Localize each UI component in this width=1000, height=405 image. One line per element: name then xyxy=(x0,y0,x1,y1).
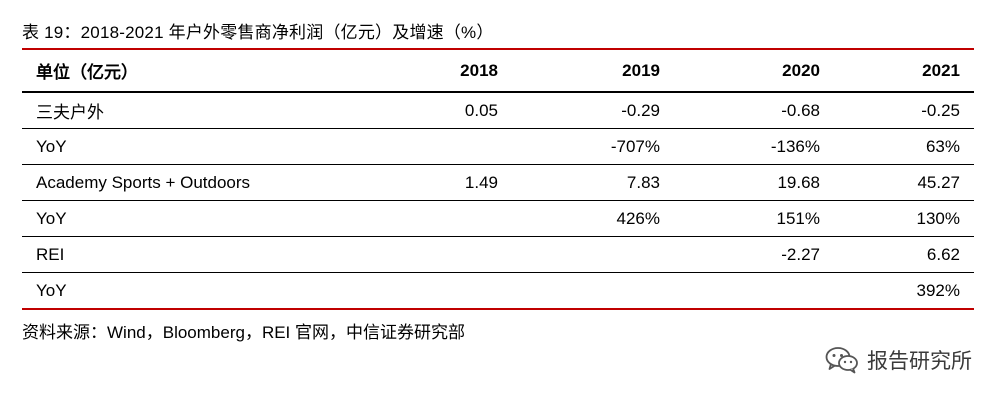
cell-2018 xyxy=(392,201,512,237)
cell-2019: -0.29 xyxy=(621,100,660,120)
cell-2021: -0.25 xyxy=(921,100,960,120)
cell-2021: 130% xyxy=(916,208,960,228)
bottom-red-rule xyxy=(22,308,974,310)
table-caption: 表 19：2018-2021 年户外零售商净利润（亿元）及增速（%） xyxy=(22,23,494,42)
source-note: 资料来源：Wind，Bloomberg，REI 官网，中信证券研究部 xyxy=(22,323,466,342)
cell-2018: 0.05 xyxy=(464,100,498,120)
top-red-rule xyxy=(22,48,974,50)
row-label: YoY xyxy=(36,136,67,156)
watermark-text: 报告研究所 xyxy=(867,350,972,373)
cell-2020: 151% xyxy=(776,208,820,228)
cell-2018 xyxy=(392,273,512,309)
cell-2020: 19.68 xyxy=(777,172,820,192)
cell-2019: 7.83 xyxy=(626,172,660,192)
cell-2019: -707% xyxy=(610,136,660,156)
cell-2021: 45.27 xyxy=(917,172,960,192)
table-row: YoY 426% 151% 130% xyxy=(22,201,974,237)
table-row: YoY -707% -136% 63% xyxy=(22,129,974,165)
net-profit-table: 单位（亿元） 2018 2019 2020 2021 三夫户外 0.05 -0.… xyxy=(22,50,974,308)
cell-2021: 63% xyxy=(925,136,960,156)
header-2021: 2021 xyxy=(922,60,960,80)
cell-2020: -136% xyxy=(770,136,820,156)
cell-2018: 1.49 xyxy=(464,172,498,192)
cell-2019 xyxy=(512,237,674,273)
cell-2020: -0.68 xyxy=(781,100,820,120)
cell-2020 xyxy=(674,273,834,309)
cell-2020: -2.27 xyxy=(781,244,820,264)
table-header-row: 单位（亿元） 2018 2019 2020 2021 xyxy=(22,50,974,92)
wechat-icon xyxy=(825,346,859,374)
cell-2018 xyxy=(392,129,512,165)
table-row: YoY 392% xyxy=(22,273,974,309)
table-row: REI -2.27 6.62 xyxy=(22,237,974,273)
header-unit: 单位（亿元） xyxy=(36,63,138,82)
header-2020: 2020 xyxy=(782,60,820,80)
data-table-container: 单位（亿元） 2018 2019 2020 2021 三夫户外 0.05 -0.… xyxy=(22,48,974,310)
row-label: REI xyxy=(36,244,65,264)
table-row: Academy Sports + Outdoors 1.49 7.83 19.6… xyxy=(22,165,974,201)
cell-2019 xyxy=(512,273,674,309)
row-label: 三夫户外 xyxy=(36,103,104,122)
row-label: YoY xyxy=(36,208,67,228)
watermark: 报告研究所 xyxy=(825,345,972,375)
row-label: Academy Sports + Outdoors xyxy=(36,172,251,192)
cell-2021: 392% xyxy=(916,280,960,300)
cell-2021: 6.62 xyxy=(926,244,960,264)
cell-2019: 426% xyxy=(616,208,660,228)
cell-2018 xyxy=(392,237,512,273)
header-2018: 2018 xyxy=(460,60,498,80)
header-2019: 2019 xyxy=(622,60,660,80)
table-row: 三夫户外 0.05 -0.29 -0.68 -0.25 xyxy=(22,92,974,129)
row-label: YoY xyxy=(36,280,67,300)
